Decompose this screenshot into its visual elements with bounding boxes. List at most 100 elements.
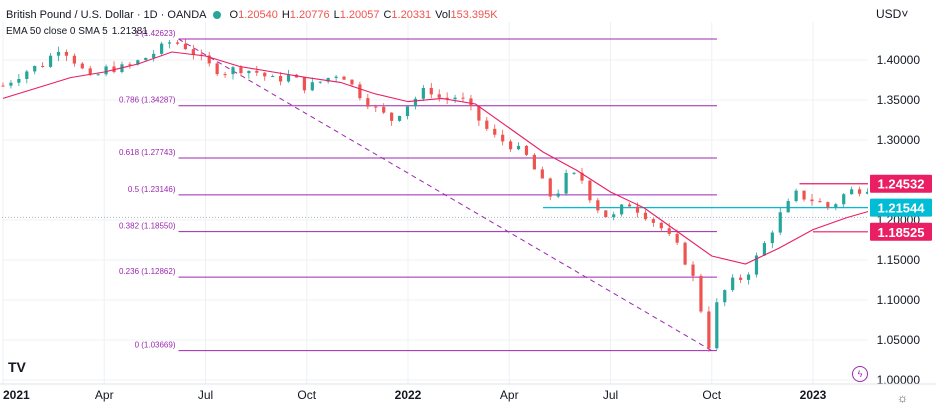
candle-body bbox=[136, 60, 140, 65]
candle-body bbox=[834, 204, 838, 208]
candle-body bbox=[25, 71, 29, 79]
candle-body bbox=[572, 172, 576, 174]
candle-body bbox=[770, 232, 774, 244]
candle-body bbox=[374, 106, 378, 108]
y-tick-label: 1.30000 bbox=[877, 133, 921, 147]
candle-body bbox=[540, 169, 544, 179]
indicator-legend[interactable]: EMA 50 close 0 SMA 5 1.21381 bbox=[6, 26, 148, 37]
price-label-badge[interactable] bbox=[870, 174, 932, 193]
ohlc-high-value: 1.20776 bbox=[289, 9, 330, 21]
candle-body bbox=[620, 204, 624, 215]
candle-body bbox=[41, 65, 45, 67]
candle-body bbox=[160, 43, 164, 54]
price-label-badge[interactable] bbox=[870, 198, 932, 217]
x-tick-label: 2023 bbox=[800, 388, 827, 402]
candle-body bbox=[405, 106, 410, 117]
candle-body bbox=[104, 66, 108, 75]
currency-label: USD bbox=[876, 7, 902, 21]
candle-body bbox=[1, 85, 5, 87]
candle-body bbox=[413, 98, 418, 107]
candle-body bbox=[429, 87, 433, 95]
y-tick-label: 1.15000 bbox=[877, 253, 921, 267]
candle-body bbox=[667, 228, 671, 234]
candle-body bbox=[754, 255, 759, 275]
candle-body bbox=[215, 63, 219, 75]
candle-body bbox=[715, 302, 719, 349]
ohlc-high-label: H bbox=[281, 9, 290, 21]
candle-body bbox=[635, 206, 640, 213]
candle-body bbox=[691, 264, 695, 276]
candle-body bbox=[659, 222, 663, 229]
candle-body bbox=[48, 55, 53, 67]
candle-body bbox=[707, 311, 711, 349]
candle-body bbox=[802, 190, 806, 200]
ohlc-close-value: 1.20331 bbox=[391, 9, 432, 21]
candle-body bbox=[493, 128, 497, 135]
market-status-icon bbox=[212, 11, 221, 19]
candle-body bbox=[762, 243, 766, 256]
candle-body bbox=[421, 87, 425, 99]
volume-label: Vol bbox=[435, 9, 451, 21]
ema-line[interactable] bbox=[2, 51, 898, 265]
candle-body bbox=[675, 233, 679, 243]
candle-body bbox=[366, 98, 370, 107]
candle-body bbox=[310, 82, 314, 91]
x-tick-label: Oct bbox=[297, 388, 316, 402]
candle-body bbox=[786, 201, 790, 213]
x-tick-label: 2022 bbox=[395, 388, 422, 402]
candle-body bbox=[532, 154, 536, 170]
candle-body bbox=[33, 65, 37, 72]
x-tick-label: Apr bbox=[500, 388, 519, 402]
volume-value: 153.395K bbox=[450, 9, 498, 21]
candle-body bbox=[731, 277, 735, 291]
candle-body bbox=[461, 97, 465, 99]
candle-body bbox=[80, 63, 84, 69]
candle-body bbox=[564, 172, 568, 194]
candle-body bbox=[580, 172, 584, 181]
candle-body bbox=[556, 193, 560, 197]
candle-body bbox=[865, 191, 870, 194]
candle-body bbox=[612, 214, 616, 218]
candle-body bbox=[263, 72, 267, 77]
ohlc-open-value: 1.20540 bbox=[238, 9, 278, 21]
candle-body bbox=[239, 67, 243, 74]
candle-body bbox=[247, 70, 251, 74]
fib-level-label: 0.786 (1.34287) bbox=[119, 96, 176, 105]
candle-body bbox=[255, 70, 259, 73]
candle-body bbox=[453, 97, 457, 100]
tradingview-logo-icon[interactable]: TV bbox=[8, 359, 26, 375]
chevron-down-icon: ˅ bbox=[901, 7, 909, 21]
candle-body bbox=[223, 74, 227, 76]
symbol-title[interactable]: British Pound / U.S. Dollar · 1D · OANDA bbox=[6, 9, 207, 21]
fib-level-label: 0 (1.03669) bbox=[135, 341, 176, 350]
candle-body bbox=[485, 120, 489, 129]
candle-body bbox=[278, 76, 283, 82]
ohlc-open-label: O bbox=[229, 9, 239, 21]
y-tick-label: 1.05000 bbox=[877, 333, 921, 347]
candle-body bbox=[96, 74, 100, 76]
candle-body bbox=[826, 202, 830, 208]
x-tick-label: 2021 bbox=[3, 388, 30, 402]
candle-body bbox=[144, 57, 148, 61]
trend-line[interactable] bbox=[178, 38, 713, 352]
candle-body bbox=[342, 76, 346, 80]
price-label-badge[interactable] bbox=[870, 222, 932, 241]
lightning-icon[interactable]: ϟ bbox=[852, 366, 868, 382]
chart-legend: British Pound / U.S. Dollar · 1D · OANDA… bbox=[6, 8, 498, 22]
x-tick-label: Oct bbox=[702, 388, 721, 402]
candle-body bbox=[509, 141, 513, 150]
candle-body bbox=[794, 190, 798, 202]
gear-icon[interactable]: ☼ bbox=[897, 391, 908, 405]
fib-level-label: 0.382 (1.18550) bbox=[119, 222, 176, 231]
indicator-label: EMA 50 close 0 SMA 5 bbox=[6, 26, 108, 37]
x-tick-label: Apr bbox=[95, 388, 114, 402]
currency-selector[interactable]: USD˅ bbox=[876, 7, 908, 21]
candle-body bbox=[9, 82, 13, 86]
candle-body bbox=[191, 49, 195, 55]
candle-body bbox=[469, 98, 473, 106]
fib-level-label: 0.236 (1.12862) bbox=[119, 267, 176, 276]
candle-body bbox=[88, 68, 92, 75]
candle-body bbox=[128, 64, 132, 66]
